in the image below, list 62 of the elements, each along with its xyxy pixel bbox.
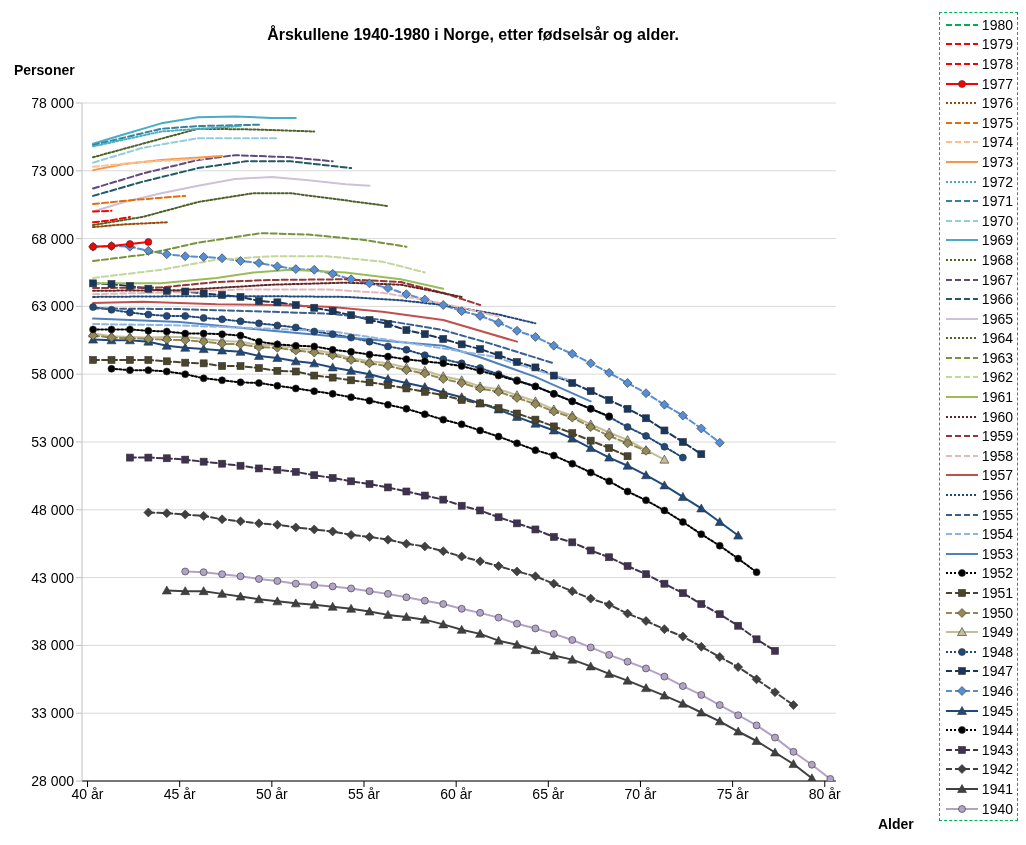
y-tick-label: 53 000 — [31, 433, 75, 450]
legend-label: 1942 — [981, 761, 1013, 778]
y-tick-label: 33 000 — [31, 705, 75, 722]
legend-label: 1947 — [981, 663, 1013, 680]
chart-title: Årskullene 1940-1980 i Norge, etter fødselsår og alder. — [266, 26, 680, 44]
x-tick-label: 60 år — [440, 785, 473, 802]
legend-label: 1975 — [981, 114, 1013, 131]
legend-label: 1944 — [981, 722, 1013, 739]
legend-label: 1953 — [981, 545, 1013, 562]
legend-label: 1970 — [981, 212, 1013, 229]
legend-label: 1977 — [981, 75, 1013, 92]
legend-label: 1940 — [981, 800, 1013, 817]
y-tick-label: 48 000 — [31, 501, 75, 518]
legend-label: 1965 — [981, 310, 1013, 327]
legend-label: 1950 — [981, 604, 1013, 621]
y-axis-title: Personer — [14, 62, 75, 78]
legend-label: 1948 — [981, 643, 1013, 660]
x-tick-label: 55 år — [348, 785, 381, 802]
legend-label: 1963 — [981, 349, 1013, 366]
legend-label: 1958 — [981, 447, 1013, 464]
legend-label: 1976 — [981, 95, 1013, 112]
legend-label: 1951 — [981, 585, 1013, 602]
legend-label: 1954 — [981, 526, 1013, 543]
x-axis-title: Alder — [878, 816, 914, 832]
y-tick-label: 78 000 — [31, 94, 75, 111]
legend-label: 1959 — [981, 428, 1013, 445]
y-tick-label: 68 000 — [31, 230, 75, 247]
legend-label: 1974 — [981, 134, 1013, 151]
x-tick-label: 45 år — [163, 785, 196, 802]
legend-label: 1956 — [981, 487, 1013, 504]
legend-label: 1946 — [981, 682, 1013, 699]
legend-label: 1960 — [981, 408, 1013, 425]
x-tick-label: 65 år — [532, 785, 565, 802]
legend-label: 1966 — [981, 291, 1013, 308]
x-tick-label: 70 år — [624, 785, 657, 802]
y-tick-label: 58 000 — [31, 366, 75, 383]
legend-label: 1941 — [981, 780, 1013, 797]
legend-label: 1962 — [981, 369, 1013, 386]
legend-label: 1957 — [981, 467, 1013, 484]
legend-label: 1964 — [981, 330, 1013, 347]
legend-label: 1943 — [981, 741, 1013, 758]
legend-label: 1973 — [981, 153, 1013, 170]
y-tick-label: 73 000 — [31, 162, 75, 179]
x-tick-label: 75 år — [716, 785, 749, 802]
x-tick-label: 80 år — [808, 785, 842, 802]
y-tick-label: 38 000 — [31, 637, 75, 654]
legend-label: 1967 — [981, 271, 1013, 288]
legend-label: 1952 — [981, 565, 1013, 582]
legend-label: 1945 — [981, 702, 1013, 719]
legend-label: 1980 — [981, 16, 1013, 33]
legend-label: 1968 — [981, 251, 1013, 268]
legend-label: 1969 — [981, 232, 1013, 249]
y-tick-label: 43 000 — [31, 569, 75, 586]
legend-label: 1979 — [981, 36, 1013, 53]
legend-label: 1955 — [981, 506, 1013, 523]
legend-label: 1971 — [981, 193, 1013, 210]
legend-label: 1972 — [981, 173, 1013, 190]
legend-label: 1961 — [981, 389, 1013, 406]
x-tick-label: 50 år — [255, 785, 289, 802]
y-tick-label: 63 000 — [31, 298, 75, 315]
legend-label: 1949 — [981, 624, 1013, 641]
legend-label: 1978 — [981, 55, 1013, 72]
